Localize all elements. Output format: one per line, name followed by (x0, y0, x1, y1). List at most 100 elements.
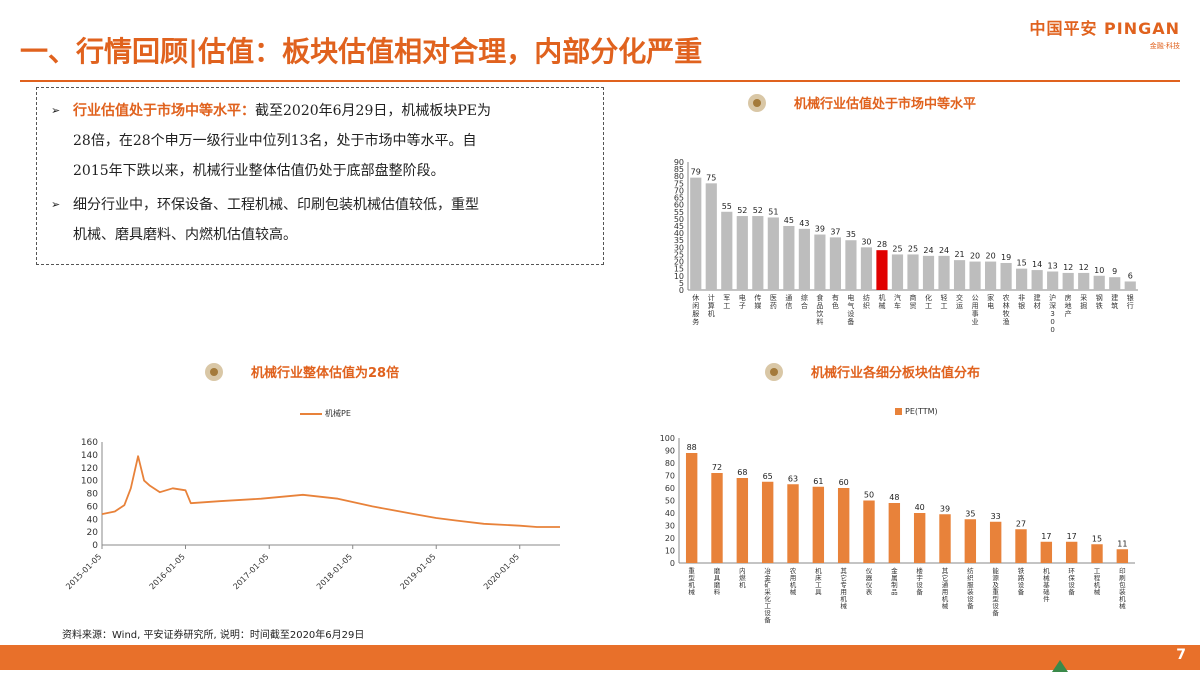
chart1-bar (798, 228, 810, 290)
chart1-bar (721, 211, 733, 290)
chart2-y-tick-label: 40 (87, 515, 99, 525)
chart3-bar (1116, 549, 1129, 563)
chart3-bar (711, 473, 723, 563)
chart3-bar (888, 503, 901, 563)
chart3-bar (1091, 544, 1103, 563)
chart1-x-tick-label: 公用事业 (972, 294, 979, 326)
chart3-bar (863, 500, 875, 563)
chart1-data-label: 52 (737, 206, 747, 215)
chart1-y-tick-label: 20 (674, 258, 684, 267)
chart3-bar (939, 514, 951, 563)
chart1-y-tick-label: 60 (674, 201, 684, 210)
chart1-y-tick-label: 45 (674, 222, 684, 231)
chart3-y-tick-label: 0 (670, 559, 675, 568)
chart1-bar (736, 216, 748, 290)
chart3-data-label: 88 (687, 443, 697, 452)
section-circle-icon (205, 362, 223, 381)
chart1-y-tick-label: 10 (674, 272, 684, 281)
chart1-bar (1109, 277, 1121, 290)
chart1-x-tick-label: 食品饮料 (816, 293, 823, 326)
chart1-bar (1124, 281, 1136, 290)
chart1-bar (829, 237, 841, 290)
chart1-bar (690, 177, 702, 290)
chart1-x-tick-label: 医药 (770, 294, 777, 310)
chart1-data-label: 43 (799, 219, 809, 228)
chart1-x-tick-label: 军工 (723, 294, 730, 310)
chart3-y-tick-label: 30 (665, 522, 675, 531)
title-divider (20, 80, 1180, 82)
chart3-y-tick-label: 50 (665, 497, 675, 506)
chart3-legend-label: PE(TTM) (905, 407, 938, 416)
chart1-x-tick-label: 电子 (739, 293, 746, 310)
summary-box: ➢ 行业估值处于市场中等水平：截至2020年6月29日，机械板块PE为 28倍，… (36, 87, 604, 265)
chart3-x-tick-label: 楼宇设备 (916, 566, 923, 596)
chart2-y-tick-label: 20 (87, 528, 99, 538)
chart1-data-label: 35 (846, 230, 856, 239)
chart1-data-label: 20 (985, 252, 995, 261)
chart2-y-tick-label: 160 (81, 438, 98, 448)
chart1-data-label: 9 (1112, 267, 1117, 276)
chart1-bar (1062, 272, 1074, 290)
chart1-data-label: 45 (784, 216, 794, 225)
chart1-data-label: 15 (1017, 259, 1027, 268)
chart3-data-label: 50 (864, 491, 874, 500)
chart1-x-tick-label: 交运 (956, 293, 963, 310)
chart3-bar (761, 481, 774, 563)
bullet-2-text-line-2: 机械、磨具磨料、内燃机估值较高。 (73, 227, 297, 243)
chart1-data-label: 24 (923, 246, 933, 255)
chart3-x-tick-label: 环保设备 (1068, 567, 1075, 596)
chart3-bar (1040, 541, 1053, 563)
chart3-bar (1065, 541, 1078, 563)
chart1-bar (705, 183, 717, 290)
chart3-legend: PE(TTM) (895, 407, 938, 416)
chart2-y-tick-label: 80 (87, 490, 99, 500)
chart1-data-label: 39 (815, 225, 825, 234)
chart2-y-tick-label: 120 (81, 464, 98, 474)
chart1-x-tick-label: 商贸 (910, 293, 917, 310)
chart1-y-tick-label: 40 (674, 229, 684, 238)
chart1-x-tick-label: 房地产 (1065, 293, 1072, 318)
chart1-heading: 机械行业估值处于市场中等水平 (748, 93, 976, 112)
chart1-data-label: 79 (691, 168, 701, 177)
chart1-bar (938, 255, 950, 290)
page-title: 一、行情回顾|估值：板块估值相对合理，内部分化严重 (20, 35, 703, 68)
chart3-x-tick-label: 重型机械 (688, 567, 695, 596)
chart1-data-label: 25 (892, 244, 902, 253)
arrow-bullet-icon: ➢ (51, 104, 61, 117)
chart3-x-tick-label: 纺织服装设备 (967, 566, 974, 610)
chart1-bar (969, 261, 981, 290)
chart3-x-tick-label: 金属制品 (891, 566, 898, 596)
chart3-heading: 机械行业各细分板块估值分布 (765, 362, 980, 381)
chart3-x-tick-label: 其它专用机械 (840, 567, 847, 610)
chart1-y-tick-label: 30 (674, 243, 684, 252)
chart1-x-tick-label: 机械 (878, 293, 885, 310)
chart1-y-tick-label: 75 (674, 179, 684, 188)
chart1-data-label: 12 (1079, 263, 1089, 272)
chart3-data-label: 61 (813, 477, 823, 486)
chart2-y-tick-label: 140 (81, 451, 98, 461)
chart3-y-tick-label: 40 (665, 509, 675, 518)
bullet-1-highlight: 行业估值处于市场中等水平： (73, 103, 255, 119)
chart1-data-label: 21 (954, 250, 964, 259)
chart3-x-tick-label: 其它通用机械 (942, 567, 949, 610)
chart1-y-tick-label: 55 (674, 208, 684, 217)
chart2-x-tick-label: 2020-01-05 (482, 552, 521, 591)
chart1-data-label: 6 (1128, 271, 1133, 280)
chart3-bar (913, 513, 926, 563)
chart1-data-label: 12 (1063, 263, 1073, 272)
chart1-data-label: 37 (830, 227, 840, 236)
chart1-data-label: 30 (861, 237, 871, 246)
chart3-x-tick-label: 机床工具 (815, 566, 822, 596)
chart2-legend-label: 机械PE (325, 409, 351, 418)
chart1-y-tick-label: 15 (674, 265, 684, 274)
chart1-bar (953, 260, 966, 290)
chart1-data-label: 24 (939, 246, 949, 255)
chart2-x-tick-label: 2019-01-05 (398, 552, 437, 591)
chart3-x-tick-label: 冶金矿采化工设备 (764, 566, 771, 624)
chart3-bar (812, 486, 825, 563)
chart1-data-label: 55 (722, 202, 732, 211)
chart1-bar (907, 254, 919, 290)
chart1-data-label: 51 (768, 207, 778, 216)
arrow-bullet-icon: ➢ (51, 198, 61, 211)
page-number: 7 (1176, 647, 1186, 663)
